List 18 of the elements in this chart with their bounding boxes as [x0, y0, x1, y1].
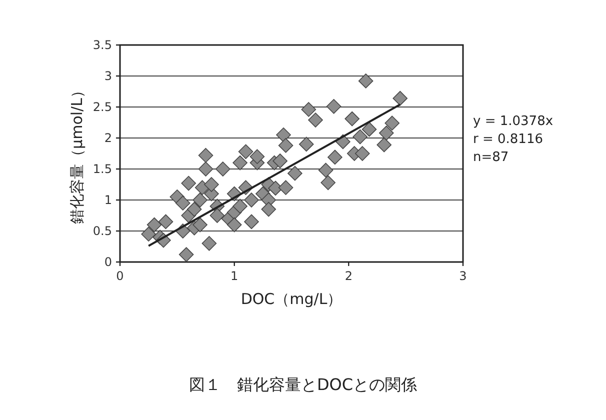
text: 図１ 錯化容量とDOCとの関係: [188, 375, 418, 394]
y-tick-label: 0.5: [92, 224, 112, 238]
x-tick-label: 1: [230, 269, 238, 283]
x-tick-label: 2: [344, 269, 352, 283]
text: n=87: [473, 150, 509, 165]
y-tick-label: 1: [104, 193, 112, 207]
x-axis-title: DOC（mg/L）: [240, 290, 342, 308]
x-tick-label: 3: [459, 269, 467, 283]
y-tick-label: 2: [104, 131, 112, 145]
y-tick-label: 1.5: [92, 162, 112, 176]
y-tick-label: 3.5: [92, 38, 112, 52]
x-tick-label: 0: [116, 269, 124, 283]
y-axis-title: 錯化容量（μmol/L）: [68, 83, 86, 224]
text: r = 0.8116: [473, 132, 543, 147]
text: y = 1.0378x: [473, 114, 554, 129]
y-tick-label: 0: [104, 255, 112, 269]
y-tick-label: 3: [104, 69, 112, 83]
y-tick-label: 2.5: [92, 100, 112, 114]
